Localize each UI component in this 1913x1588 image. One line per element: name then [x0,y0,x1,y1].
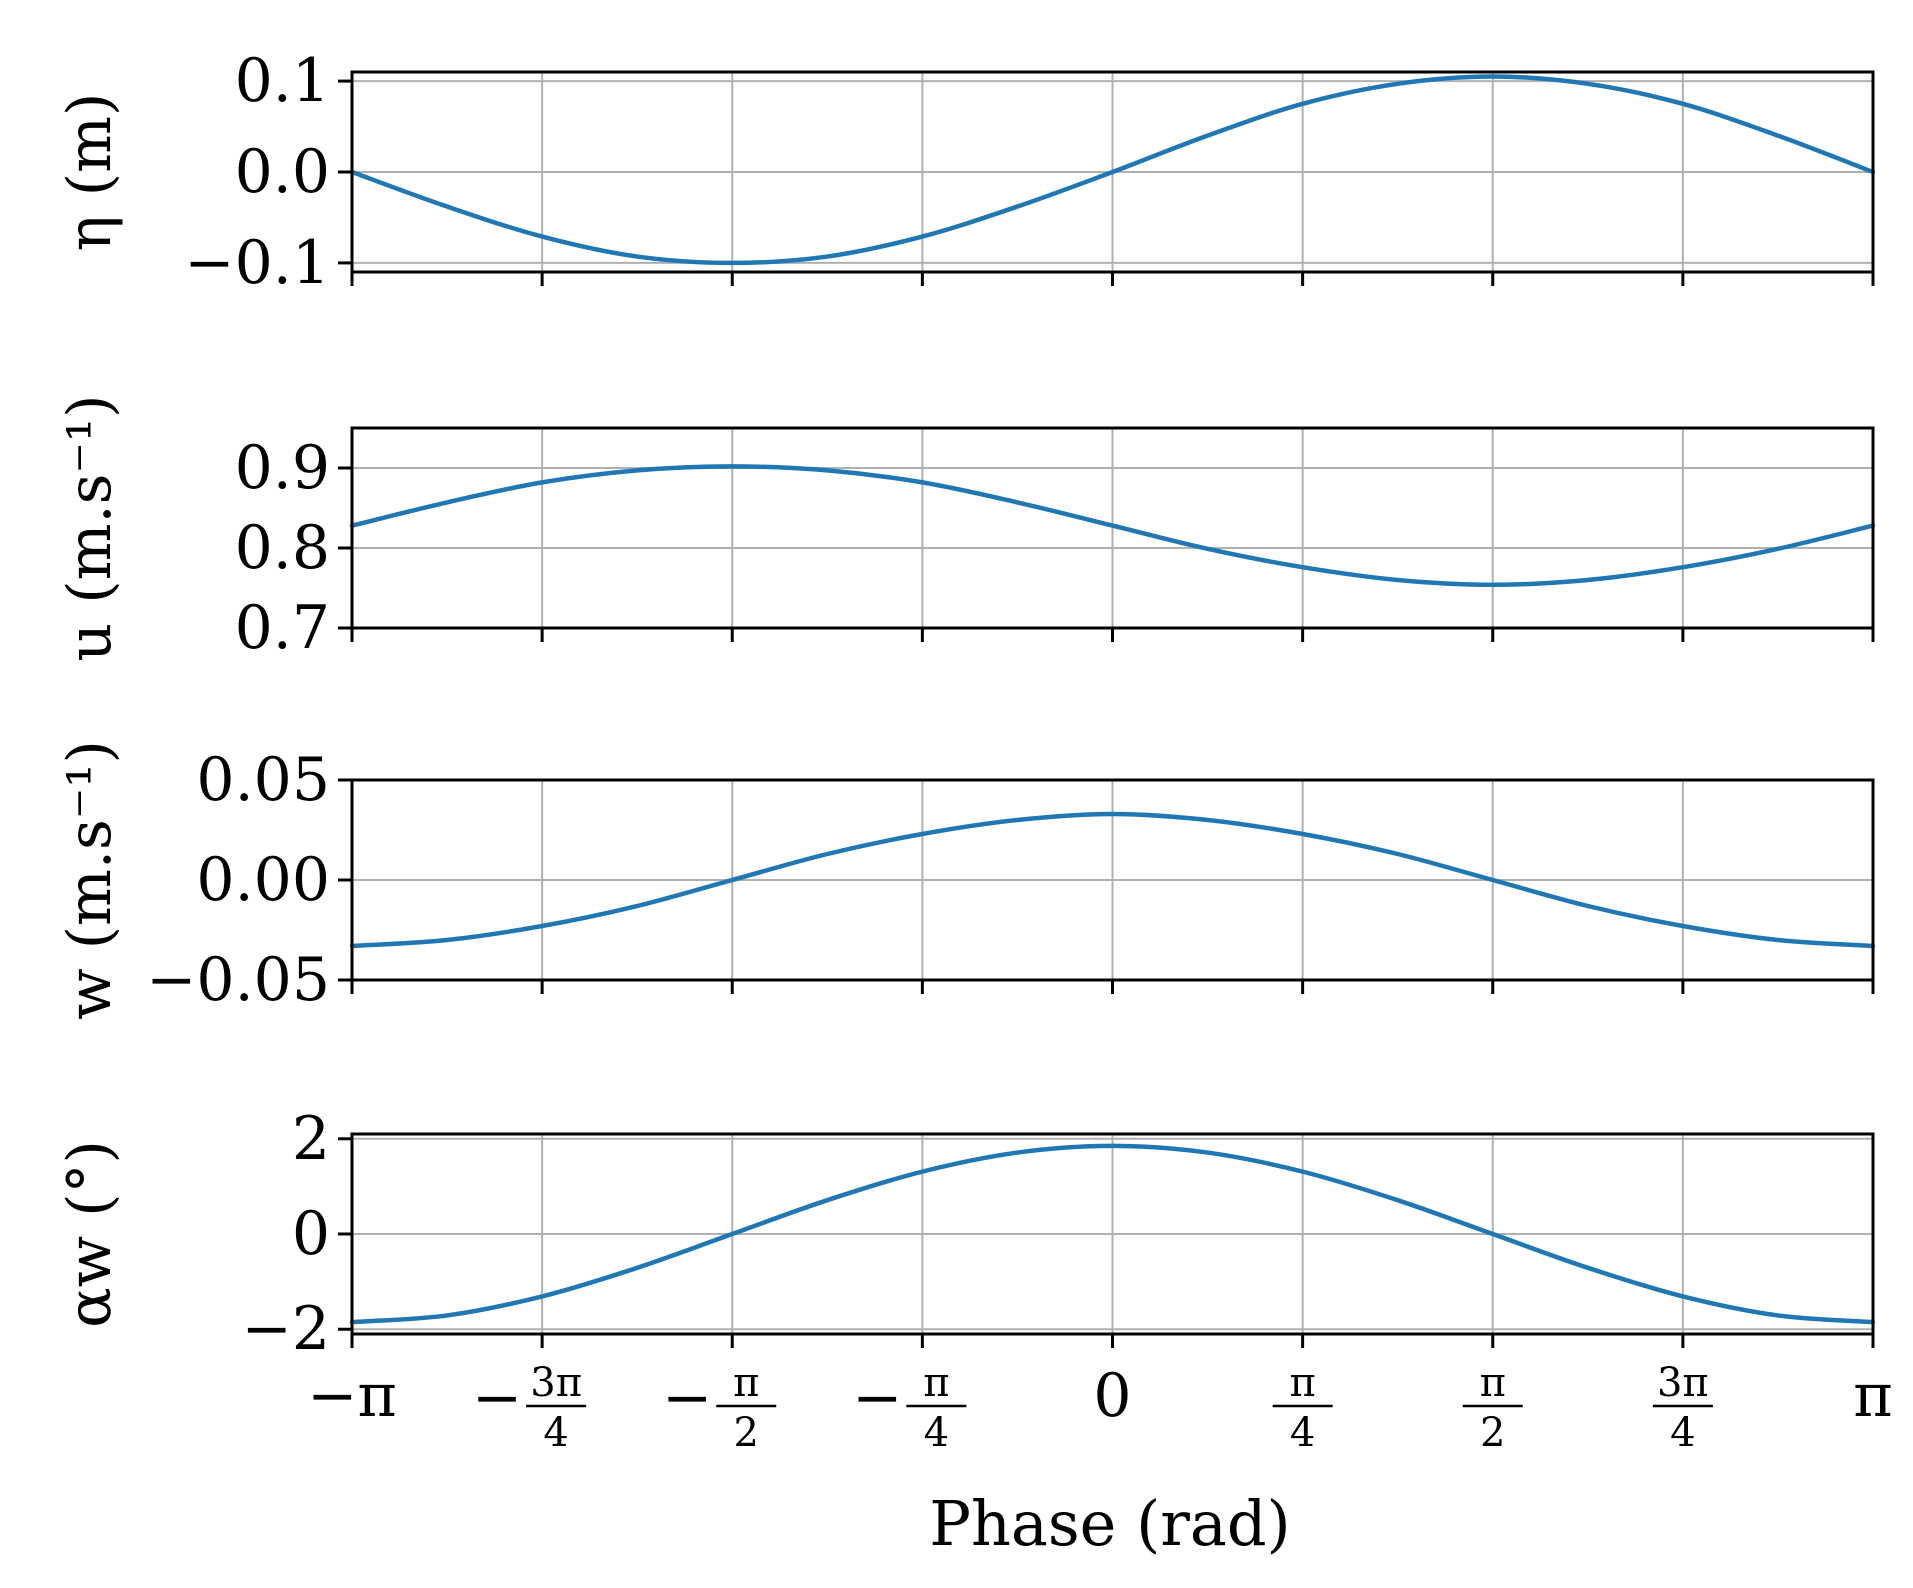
x-tick-numerator: π [1289,1360,1315,1406]
y-tick-label: 0 [292,1199,330,1269]
x-tick-label: π4 [1272,1360,1333,1456]
x-tick-sign: − [662,1363,712,1433]
panels: 0.10.0−0.1η (m)0.90.80.7u (m.s⁻¹)0.050.0… [55,46,1876,1364]
series-line-eta [349,74,1876,266]
panel-alpha: 2 0 −2 αw (°) [55,1104,1876,1364]
y-axis-title: u (m.s⁻¹) [55,394,125,661]
x-tick-label: −π [307,1361,397,1431]
x-tick-label: −3π4 [472,1360,587,1456]
y-tick-label: −0.1 [184,228,330,298]
y-tick-label: 0.05 [196,745,330,815]
x-tick-label: 3π4 [1652,1360,1713,1456]
x-tick-denominator: 4 [1670,1410,1695,1456]
y-axis-title: w (m.s⁻¹) [55,740,125,1020]
y-tick-label: 0.0 [235,137,330,207]
x-tick-label: π2 [1462,1360,1523,1456]
x-tick-sign: − [472,1363,522,1433]
y-tick-label: 0.00 [196,845,330,915]
x-tick-numerator: π [733,1360,759,1406]
x-tick-denominator: 4 [1290,1410,1315,1456]
x-tick-label: − π4 [852,1360,967,1456]
y-tick-label: 2 [292,1104,330,1174]
y-tick-label: 0.9 [235,433,330,503]
x-tick-label: π [1853,1361,1892,1431]
y-axis-title: η (m) [55,93,125,252]
panel-u: 0.9 0.8 0.7 u (m.s⁻¹) [55,394,1876,663]
y-tick-label: 0.8 [235,513,330,583]
x-tick-denominator: 2 [734,1410,759,1456]
x-tick-numerator: π [1480,1360,1506,1406]
y-axis-title: αw (°) [55,1140,125,1328]
x-tick-numerator: π [923,1360,949,1406]
panel-eta: 0.1 0.0 −0.1 η (m) [55,46,1876,298]
y-tick-label: 0.7 [235,593,330,663]
y-tick-label: 0.1 [235,46,330,116]
y-tick-label: −0.05 [146,945,330,1015]
x-tick-numerator: 3π [1657,1360,1709,1406]
series-line-w [349,811,1876,949]
x-tick-denominator: 2 [1480,1410,1505,1456]
x-tick-label: − π2 [662,1360,777,1456]
panel-w: 0.05 0.00 −0.05 w (m.s⁻¹) [55,740,1876,1020]
y-tick-label: −2 [242,1294,330,1364]
series-line-u [349,464,1876,588]
x-tick-label: 0 [1093,1361,1131,1431]
x-axis-title: Phase (rad) [929,1487,1291,1560]
x-tick-denominator: 4 [924,1410,949,1456]
x-tick-numerator: 3π [530,1360,582,1406]
x-tick-sign: − [852,1363,902,1433]
x-tick-denominator: 4 [543,1410,568,1456]
series-line-alpha [349,1143,1876,1325]
